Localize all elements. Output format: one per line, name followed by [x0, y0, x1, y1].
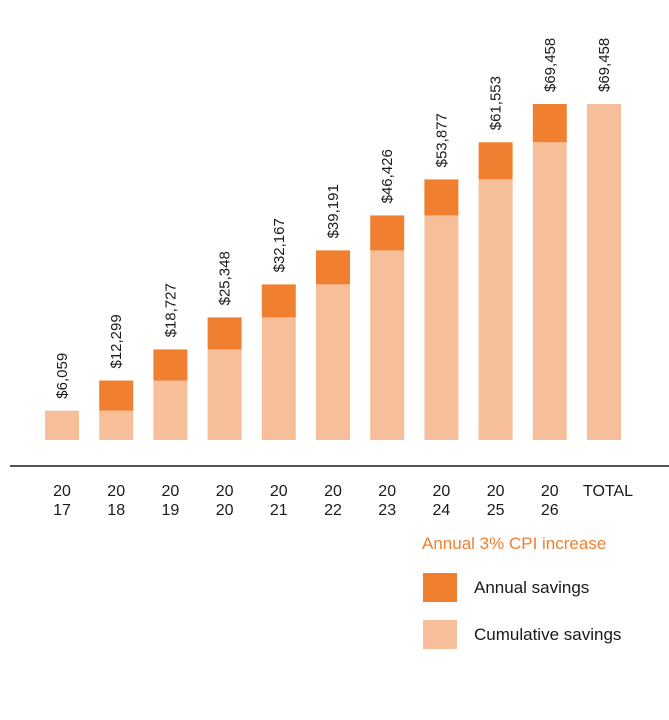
bar-cumulative-6 [370, 250, 405, 440]
bar-annual-7 [424, 179, 459, 216]
bar-annual-4 [261, 284, 296, 318]
x-tick-label-7-1: 24 [433, 502, 451, 519]
bar-cumulative-7 [424, 215, 459, 440]
bar-annual-1 [99, 380, 134, 411]
x-tick-label-1-1: 18 [107, 502, 125, 519]
bar-cumulative-5 [316, 284, 350, 440]
legend-title: Annual 3% CPI increase [422, 534, 606, 553]
value-label-4: $32,167 [271, 218, 288, 272]
x-tick-label-6-1: 23 [378, 502, 396, 519]
x-tick-label-3-1: 20 [216, 502, 234, 519]
x-tick-label-0-0: 20 [53, 483, 71, 500]
bar-cumulative-3 [207, 349, 242, 440]
legend-item-cumulative: Cumulative savings [423, 620, 621, 649]
value-label-7: $53,877 [433, 113, 450, 167]
value-label-8: $61,553 [488, 76, 505, 130]
x-tick-label-6-0: 20 [378, 483, 396, 500]
x-tick-label-0-1: 17 [53, 502, 71, 519]
bar-annual-3 [207, 317, 242, 350]
legend-label-annual: Annual savings [474, 578, 589, 597]
bar-cumulative-1 [99, 410, 134, 440]
bar-cumulative-10 [587, 104, 621, 440]
x-tick-label-10-0: TOTAL [583, 483, 633, 500]
x-tick-label-4-1: 21 [270, 502, 288, 519]
x-tick-label-2-0: 20 [162, 483, 180, 500]
value-label-5: $39,191 [325, 184, 342, 238]
x-tick-label-9-1: 26 [541, 502, 559, 519]
legend-swatch-annual [423, 573, 457, 602]
x-tick-label-4-0: 20 [270, 483, 288, 500]
x-tick-label-1-0: 20 [107, 483, 125, 500]
bar-annual-2 [153, 349, 188, 381]
value-label-6: $46,426 [379, 149, 396, 203]
legend-label-cumulative: Cumulative savings [474, 625, 621, 644]
bar-annual-9 [532, 104, 567, 143]
bar-cumulative-9 [532, 142, 567, 440]
x-tick-labels: 20 17 20 18 20 19 20 20 20 21 20 22 20 23 20 24 20 25 20 26… [53, 483, 633, 519]
bar-cumulative-0 [45, 410, 79, 440]
bar-cumulative-8 [478, 179, 513, 441]
legend-item-annual: Annual savings [423, 573, 589, 602]
x-tick-label-3-0: 20 [216, 483, 234, 500]
x-tick-label-5-1: 22 [324, 502, 342, 519]
x-tick-label-9-0: 20 [541, 483, 559, 500]
bar-cumulative-4 [261, 317, 296, 440]
x-tick-label-8-1: 25 [487, 502, 505, 519]
x-tick-label-5-0: 20 [324, 483, 342, 500]
value-label-0: $6,059 [54, 353, 71, 399]
value-label-1: $12,299 [108, 314, 125, 368]
bar-annual-6 [370, 215, 405, 251]
value-label-9: $69,458 [542, 38, 559, 92]
value-label-10: $69,458 [596, 38, 613, 92]
legend-swatch-cumulative [423, 620, 457, 649]
bar-annual-8 [478, 142, 513, 180]
value-labels-group: $6,059 $12,299 $18,727 $25,348 $32,167 $39,19… [54, 38, 613, 399]
bar-annual-5 [316, 250, 350, 285]
bar-cumulative-2 [153, 380, 188, 440]
bars-group [45, 104, 621, 441]
value-label-2: $18,727 [162, 283, 179, 337]
value-label-3: $25,348 [217, 251, 234, 305]
x-tick-label-8-0: 20 [487, 483, 505, 500]
x-tick-label-7-0: 20 [433, 483, 451, 500]
x-tick-label-2-1: 19 [162, 502, 180, 519]
